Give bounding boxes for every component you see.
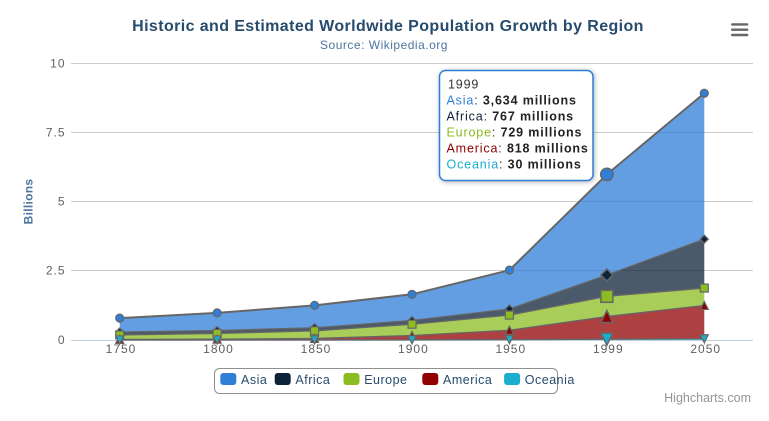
svg-text:1950: 1950: [495, 342, 526, 356]
svg-text:1900: 1900: [398, 342, 429, 356]
svg-text:America: America: [443, 373, 492, 387]
svg-text:Africa: Africa: [295, 373, 330, 387]
svg-text:2050: 2050: [690, 342, 721, 356]
svg-text:America: 818 millions: America: 818 millions: [447, 142, 589, 156]
svg-text:Oceania: Oceania: [525, 373, 575, 387]
svg-text:0: 0: [58, 333, 66, 347]
svg-text:Historic and Estimated Worldwi: Historic and Estimated Worldwide Populat…: [132, 18, 644, 35]
svg-text:2.5: 2.5: [46, 264, 66, 278]
svg-text:1800: 1800: [203, 342, 234, 356]
svg-text:1750: 1750: [106, 342, 137, 356]
svg-text:1999: 1999: [448, 78, 479, 92]
svg-text:1850: 1850: [301, 342, 332, 356]
svg-text:10: 10: [50, 57, 65, 71]
svg-text:Asia: 3,634 millions: Asia: 3,634 millions: [447, 94, 577, 108]
svg-text:Africa: 767 millions: Africa: 767 millions: [447, 110, 574, 124]
svg-text:7.5: 7.5: [46, 126, 66, 140]
svg-text:Europe: Europe: [364, 373, 407, 387]
svg-text:Billions: Billions: [22, 179, 36, 225]
svg-text:Europe: 729 millions: Europe: 729 millions: [447, 126, 583, 140]
svg-text:Asia: Asia: [241, 373, 267, 387]
svg-text:Highcharts.com: Highcharts.com: [664, 391, 751, 405]
svg-text:5: 5: [58, 195, 66, 209]
svg-text:1999: 1999: [593, 342, 624, 356]
svg-text:Source: Wikipedia.org: Source: Wikipedia.org: [320, 38, 448, 52]
svg-text:Oceania: 30 millions: Oceania: 30 millions: [447, 158, 582, 172]
